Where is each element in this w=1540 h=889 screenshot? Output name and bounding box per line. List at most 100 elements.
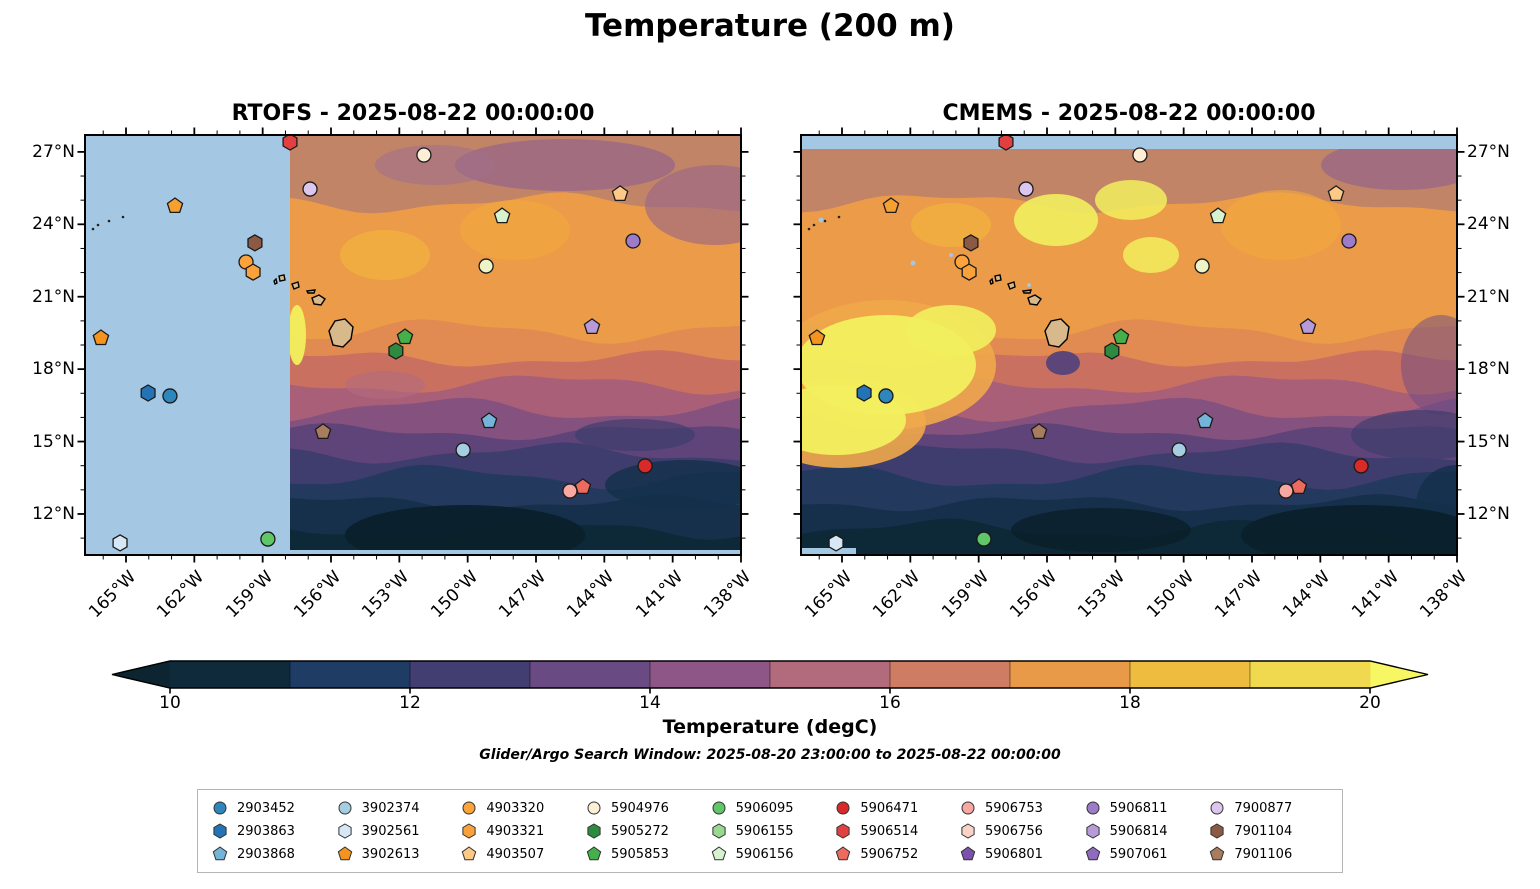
lat-tick-label: 27°N (32, 141, 75, 162)
hexagon-marker-icon (712, 823, 726, 839)
float-id: 5906756 (984, 823, 1043, 839)
lat-tick-label: 21°N (32, 286, 75, 307)
float-marker (1030, 423, 1048, 440)
legend-item: 5906756 (960, 821, 1079, 841)
hawaii-island (989, 277, 994, 285)
hexagon-marker-icon (1086, 823, 1100, 839)
float-marker (1196, 412, 1214, 429)
float-marker (162, 388, 178, 404)
float-id: 5906814 (1109, 823, 1168, 839)
lon-tick-label: 150°W (1142, 567, 1198, 622)
legend-item: 5906752 (835, 844, 954, 864)
lon-tick-label: 165°W (801, 567, 857, 622)
lat-tick-label: 24°N (1467, 214, 1510, 235)
hexagon-marker-icon (587, 823, 601, 839)
float-id: 2903863 (237, 823, 295, 839)
legend-item: 2903868 (212, 844, 331, 864)
colorbar-tick-label: 14 (639, 693, 661, 713)
float-marker (856, 384, 872, 402)
float-marker (260, 531, 276, 547)
float-marker (314, 423, 332, 440)
float-marker (247, 234, 263, 252)
no-data-mask (801, 548, 856, 555)
lat-tick-label: 15°N (32, 431, 75, 452)
float-marker (1341, 233, 1357, 249)
legend-item: 5906156 (711, 844, 830, 864)
float-legend: 2903452 2903863 2903868 3902374 3902561 39026… (197, 789, 1343, 873)
float-marker (963, 234, 979, 252)
float-marker (92, 329, 110, 346)
lon-tick-label: 147°W (495, 567, 551, 622)
legend-item: 7901106 (1209, 844, 1328, 864)
float-marker (1299, 318, 1317, 335)
circle-marker-icon (213, 801, 227, 815)
float-marker (961, 263, 977, 281)
float-marker (574, 478, 592, 495)
hawaii-island (278, 274, 286, 282)
float-marker (1104, 342, 1120, 360)
legend-item: 4903321 (461, 821, 580, 841)
float-id: 2903452 (237, 800, 295, 816)
hexagon-marker-icon (836, 823, 850, 839)
float-marker (882, 197, 900, 214)
legend-item: 2903863 (212, 821, 331, 841)
circle-marker-icon (1086, 801, 1100, 815)
float-marker (140, 384, 156, 402)
legend-item: 5905853 (586, 844, 705, 864)
float-marker (480, 412, 498, 429)
float-marker (611, 185, 629, 202)
hexagon-marker-icon (338, 823, 352, 839)
legend-item: 3902561 (337, 821, 456, 841)
lat-tick-label: 24°N (32, 214, 75, 235)
float-marker (1278, 483, 1294, 499)
legend-item: 5904976 (586, 798, 705, 818)
float-marker (455, 442, 471, 458)
float-id: 5906156 (735, 846, 794, 862)
float-marker (166, 197, 184, 214)
float-marker (976, 531, 992, 547)
legend-item: 5906514 (835, 821, 954, 841)
lon-tick-label: 144°W (563, 567, 619, 622)
float-marker (625, 233, 641, 249)
float-marker (878, 388, 894, 404)
hexagon-marker-icon (462, 823, 476, 839)
lon-tick-label: 144°W (1279, 567, 1335, 622)
float-id: 3902613 (361, 846, 420, 862)
colorbar-label: Temperature (degC) (662, 716, 878, 738)
colorbar-tick-label: 16 (879, 693, 901, 713)
colorbar-tick-label: 20 (1359, 693, 1381, 713)
pentagon-marker-icon (836, 846, 851, 861)
lat-tick-label: 12°N (32, 503, 75, 524)
circle-marker-icon (961, 801, 975, 815)
panel-title-cmems: CMEMS - 2025-08-22 00:00:00 (942, 101, 1316, 126)
lon-tick-label: 156°W (1006, 567, 1062, 622)
lon-tick-label: 159°W (937, 567, 993, 622)
hawaii-island (1044, 318, 1070, 348)
hexagon-marker-icon (961, 823, 975, 839)
circle-marker-icon (1210, 801, 1224, 815)
hawaii-island (291, 281, 300, 290)
pentagon-marker-icon (1210, 846, 1225, 861)
float-marker (1171, 442, 1187, 458)
legend-item: 2903452 (212, 798, 331, 818)
float-marker (828, 534, 844, 552)
float-id: 7900877 (1234, 800, 1293, 816)
legend-item: 3902374 (337, 798, 456, 818)
pentagon-marker-icon (337, 846, 352, 861)
float-marker (396, 328, 414, 345)
float-marker (388, 342, 404, 360)
float-id: 3902374 (361, 800, 420, 816)
float-marker (808, 329, 826, 346)
pentagon-marker-icon (1085, 846, 1100, 861)
lon-tick-label: 162°W (153, 567, 209, 622)
legend-item: 4903320 (461, 798, 580, 818)
float-id: 3902561 (361, 823, 420, 839)
float-marker (562, 483, 578, 499)
legend-item: 7900877 (1209, 798, 1328, 818)
map-cmems (793, 127, 1465, 563)
circle-marker-icon (587, 801, 601, 815)
float-id: 5904976 (610, 800, 669, 816)
pentagon-marker-icon (711, 846, 726, 861)
float-marker (245, 263, 261, 281)
